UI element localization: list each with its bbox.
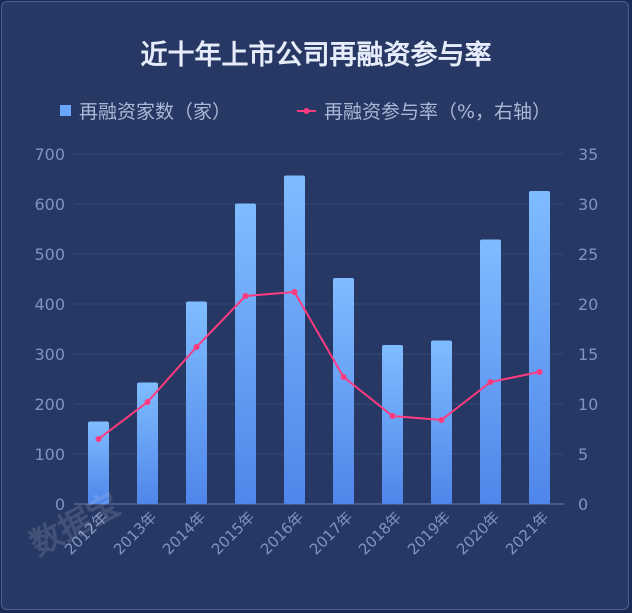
bar [186,301,207,504]
y-left-tick-label: 700 [34,145,65,164]
x-tick-label: 2018年 [355,508,405,558]
x-tick-label: 2020年 [453,508,503,558]
rate-point [144,399,151,405]
y-axis-right: 0 5 10 15 20 25 30 35 [578,145,598,514]
y-right-tick-label: 5 [578,445,588,464]
rate-point [487,379,494,385]
legend: 再融资家数（家） 再融资参与率（%，右轴） [60,101,551,123]
y-right-tick-label: 25 [578,245,598,264]
x-axis: 2012年2013年2014年2015年2016年2017年2018年2019年… [61,508,552,558]
rate-point [291,289,298,295]
y-left-tick-label: 100 [34,445,65,464]
y-left-tick-label: 200 [34,395,65,414]
y-right-tick-label: 35 [578,145,598,164]
rate-point [536,369,543,375]
y-left-tick-label: 500 [34,245,65,264]
y-axis-left: 0 100 200 300 400 500 600 700 [34,145,65,514]
rate-point [340,374,347,380]
bar [529,191,550,504]
rate-point [438,417,445,423]
bar [480,239,501,504]
y-left-tick-label: 600 [34,195,65,214]
y-right-tick-label: 30 [578,195,598,214]
rate-line [97,290,540,440]
y-right-tick-label: 10 [578,395,598,414]
x-tick-label: 2017年 [306,508,356,558]
y-right-tick-label: 0 [578,495,588,514]
legend-line-marker [303,108,310,114]
x-tick-label: 2014年 [159,508,209,558]
y-left-tick-label: 0 [55,495,65,514]
x-tick-label: 2016年 [257,508,307,558]
x-tick-label: 2021年 [502,508,552,558]
rate-point [193,344,200,350]
bar [333,278,354,504]
x-tick-label: 2019年 [404,508,454,558]
legend-bar-label: 再融资家数（家） [79,101,231,123]
y-left-tick-label: 400 [34,295,65,314]
rate-point [95,436,102,442]
y-right-tick-label: 15 [578,345,598,364]
bar [88,421,109,504]
line-series [95,289,543,442]
bar-series [88,175,550,504]
bar [284,175,305,504]
bar [382,345,403,504]
rate-point [242,293,249,299]
bar [235,203,256,504]
rate-point [389,413,396,419]
x-tick-label: 2015年 [208,508,258,558]
legend-bar-swatch [60,105,71,116]
bar [137,382,158,504]
y-left-tick-label: 300 [34,345,65,364]
y-right-tick-label: 20 [578,295,598,314]
legend-line-label: 再融资参与率（%，右轴） [324,101,551,123]
chart-title: 近十年上市公司再融资参与率 [141,39,492,71]
